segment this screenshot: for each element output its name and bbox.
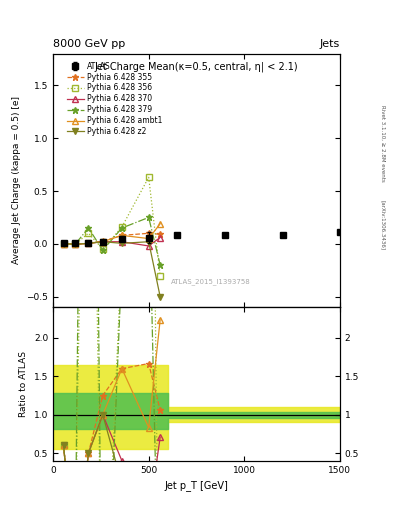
Text: ATLAS_2015_I1393758: ATLAS_2015_I1393758 — [171, 279, 251, 285]
Y-axis label: Ratio to ATLAS: Ratio to ATLAS — [19, 351, 28, 417]
Text: Jet Charge Mean(κ=0.5, central, η| < 2.1): Jet Charge Mean(κ=0.5, central, η| < 2.1… — [95, 61, 298, 72]
Text: 8000 GeV pp: 8000 GeV pp — [53, 38, 125, 49]
Y-axis label: Average Jet Charge (kappa = 0.5) [e]: Average Jet Charge (kappa = 0.5) [e] — [12, 96, 21, 265]
Text: Jets: Jets — [320, 38, 340, 49]
Text: Rivet 3.1.10, ≥ 2.8M events: Rivet 3.1.10, ≥ 2.8M events — [381, 105, 386, 182]
Text: [arXiv:1306.3436]: [arXiv:1306.3436] — [381, 200, 386, 250]
Legend: ATLAS, Pythia 6.428 355, Pythia 6.428 356, Pythia 6.428 370, Pythia 6.428 379, P: ATLAS, Pythia 6.428 355, Pythia 6.428 35… — [66, 60, 164, 138]
X-axis label: Jet p_T [GeV]: Jet p_T [GeV] — [165, 480, 228, 491]
